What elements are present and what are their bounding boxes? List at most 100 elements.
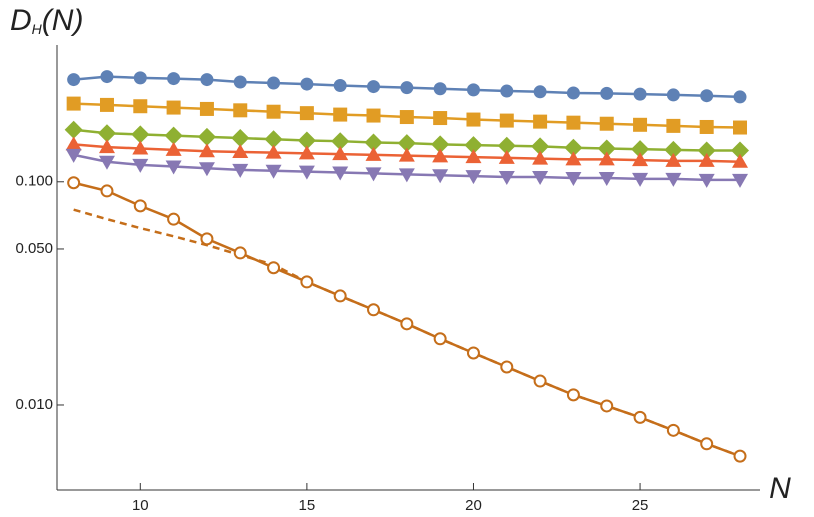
data-point	[231, 129, 250, 148]
data-point	[498, 171, 515, 186]
data-point	[700, 437, 714, 451]
data-point	[600, 399, 614, 413]
data-point	[597, 139, 616, 158]
data-point	[367, 303, 381, 317]
data-point	[100, 184, 114, 198]
data-point	[631, 140, 650, 159]
data-point	[664, 140, 683, 159]
data-point	[432, 169, 449, 184]
data-point	[265, 164, 282, 179]
y-label-sub: H	[32, 21, 43, 37]
data-point	[466, 346, 480, 360]
data-point	[132, 140, 149, 155]
data-point	[533, 85, 547, 99]
data-point	[99, 97, 114, 112]
data-point	[332, 166, 349, 181]
data-point	[298, 145, 315, 160]
data-point	[599, 116, 614, 131]
data-point	[464, 136, 483, 155]
data-point	[531, 137, 550, 156]
data-point	[233, 75, 247, 89]
data-point	[97, 124, 116, 143]
data-point	[566, 86, 580, 100]
data-point	[632, 152, 649, 167]
data-point	[132, 158, 149, 173]
data-point	[167, 212, 181, 226]
data-point	[364, 133, 383, 152]
data-point	[466, 112, 481, 127]
data-point	[100, 70, 114, 84]
data-point	[666, 88, 680, 102]
data-point	[400, 317, 414, 331]
data-point	[165, 141, 182, 156]
data-point	[199, 101, 214, 116]
data-point	[532, 150, 549, 165]
data-point	[665, 152, 682, 167]
data-point	[398, 168, 415, 183]
data-point	[433, 332, 447, 346]
data-point	[600, 86, 614, 100]
data-point	[164, 126, 183, 145]
data-point	[566, 388, 580, 402]
data-point	[698, 152, 715, 167]
y-tick-label: 0.010	[15, 396, 53, 413]
data-point	[399, 110, 414, 125]
data-point	[432, 148, 449, 163]
data-point	[297, 131, 316, 150]
data-point	[67, 176, 81, 190]
data-point	[366, 108, 381, 123]
data-point	[533, 374, 547, 388]
data-point	[400, 81, 414, 95]
data-point	[431, 135, 450, 154]
data-point	[98, 155, 115, 170]
data-point	[397, 134, 416, 153]
x-tick-label: 15	[299, 497, 316, 514]
data-point	[433, 111, 448, 126]
data-point	[699, 119, 714, 134]
data-point	[133, 199, 147, 213]
data-point	[499, 113, 514, 128]
data-point	[300, 275, 314, 289]
data-point	[565, 171, 582, 186]
data-point	[333, 78, 347, 92]
data-point	[133, 99, 148, 114]
data-point	[299, 106, 314, 121]
data-point	[66, 96, 81, 111]
data-point	[65, 136, 82, 151]
data-point	[731, 141, 750, 160]
data-point	[498, 149, 515, 164]
data-point	[165, 160, 182, 175]
data-point	[167, 72, 181, 86]
data-point	[200, 232, 214, 246]
data-point	[633, 410, 647, 424]
data-point	[300, 77, 314, 91]
data-point	[267, 261, 281, 275]
data-point	[65, 148, 82, 163]
data-point	[565, 151, 582, 166]
data-point	[466, 83, 480, 97]
data-point	[98, 139, 115, 154]
data-point	[497, 136, 516, 155]
x-tick-label: 20	[465, 497, 482, 514]
data-point	[633, 117, 648, 132]
data-point	[500, 84, 514, 98]
data-point	[67, 73, 81, 87]
data-point	[700, 89, 714, 103]
data-point	[365, 146, 382, 161]
data-point	[598, 151, 615, 166]
data-point	[632, 172, 649, 187]
data-point	[200, 73, 214, 87]
data-point	[232, 143, 249, 158]
data-point	[433, 82, 447, 96]
data-point	[633, 87, 647, 101]
data-point	[198, 143, 215, 158]
data-point	[166, 100, 181, 115]
data-point	[465, 149, 482, 164]
data-point	[697, 141, 716, 160]
x-tick-label: 25	[632, 497, 649, 514]
data-point	[233, 103, 248, 118]
data-point	[365, 167, 382, 182]
y-tick-label: 0.100	[15, 173, 53, 190]
data-point	[367, 80, 381, 94]
